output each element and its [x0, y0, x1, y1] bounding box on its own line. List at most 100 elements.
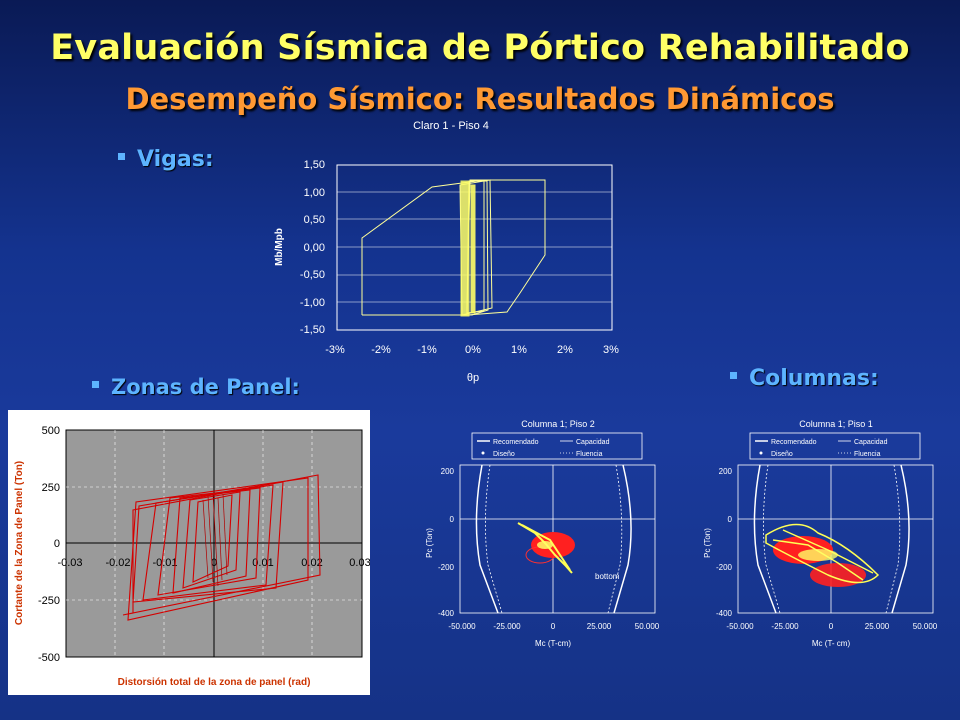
beam-ytick: 0,50 [304, 214, 325, 226]
slide-title: Evaluación Sísmica de Pórtico Rehabilita… [50, 28, 910, 68]
col2-legend-item: Recomendado [493, 439, 539, 446]
col2-xtick: 0 [551, 622, 556, 631]
col1-yticks: 200 0 -200 -400 [716, 467, 733, 618]
col1-legend-item: Capacidad [854, 439, 888, 446]
col1-ytick: -200 [716, 563, 733, 572]
col2-xtick: 25.000 [587, 622, 612, 631]
beam-ytick: -0,50 [300, 269, 325, 281]
panel-ylabel: Cortante de la Zona de Panel (Ton) [14, 461, 25, 625]
slide-subtitle: Desempeño Sísmico: Resultados Dinámicos [125, 82, 835, 116]
panel-ytick: 250 [42, 482, 60, 494]
panel-xtick: -0.02 [105, 557, 130, 569]
bullet-vigas-label: Vigas: [137, 147, 214, 172]
panel-yticks: 500 250 0 -250 -500 [38, 425, 60, 664]
panel-ytick: 0 [54, 538, 60, 550]
beam-ytick: -1,00 [300, 297, 325, 309]
col1-xtick: 50.000 [913, 622, 938, 631]
beam-xtick: -2% [371, 344, 391, 356]
panel-xtick: -0.01 [152, 557, 177, 569]
beam-ytick: 0,00 [304, 242, 325, 254]
col1-xtick: -50.000 [726, 622, 754, 631]
bullet-zonas: Zonas de Panel: [92, 375, 300, 399]
col1-xtick: -25.000 [771, 622, 799, 631]
beam-xlabel: θp [467, 372, 479, 384]
beam-xtick: -1% [417, 344, 437, 356]
col2-legend-item: Capacidad [576, 439, 610, 446]
col2-xtick: -50.000 [448, 622, 476, 631]
col2-xtick: -25.000 [493, 622, 521, 631]
beam-hysteresis-core [460, 180, 476, 317]
col1-xtick: 25.000 [865, 622, 890, 631]
bullet-square-icon [92, 380, 99, 388]
beam-ylabel: Mb/Mpb [274, 228, 285, 266]
col1-xticks: -50.000 -25.000 0 25.000 50.000 [726, 622, 937, 631]
col2-plot-frame [459, 464, 656, 614]
col2-annotation: bottom [595, 572, 620, 581]
col1-xlabel: Mc (T- cm) [812, 639, 851, 648]
beam-xtick: 3% [603, 344, 619, 356]
col2-xlabel: Mc (T-cm) [535, 639, 571, 648]
panel-ytick: -500 [38, 652, 60, 664]
column-piso1-chart: Columna 1; Piso 1 Recomendado Capacidad … [703, 419, 938, 648]
beam-xtick: -3% [325, 344, 345, 356]
col1-ylabel: Pc (Ton) [703, 528, 712, 558]
bullet-square-icon [730, 371, 737, 379]
col2-yticks: 200 0 -200 -400 [438, 467, 455, 618]
panel-xtick: 0.02 [301, 557, 322, 569]
bullet-square-icon [118, 152, 125, 160]
panel-hysteresis-core [202, 493, 228, 587]
beam-xtick: 2% [557, 344, 573, 356]
col1-title: Columna 1; Piso 1 [799, 419, 873, 429]
panel-xtick: 0.03 [349, 557, 370, 569]
col2-xticks: -50.000 -25.000 0 25.000 50.000 [448, 622, 659, 631]
col2-xtick: 50.000 [635, 622, 660, 631]
panel-ytick: -250 [38, 595, 60, 607]
panel-ytick: 500 [42, 425, 60, 437]
col2-ytick: 200 [441, 467, 455, 476]
panel-xlabel: Distorsión total de la zona de panel (ra… [118, 677, 311, 688]
beam-hysteresis-chart: Claro 1 - Piso 4 1,50 1,00 0,50 0,00 -0,… [274, 120, 619, 384]
beam-plot-frame [336, 164, 613, 331]
col1-legend-box [749, 432, 921, 460]
beam-xticks: -3% -2% -1% 0% 1% 2% 3% [325, 344, 619, 356]
col2-ylabel: Pc (Ton) [425, 528, 434, 558]
column-piso2-chart: Columna 1; Piso 2 Recomendado Capacidad … [425, 419, 660, 648]
col1-legend: Recomendado Capacidad Diseño Fluencia [755, 439, 888, 458]
col1-legend-item: Recomendado [771, 439, 817, 446]
panel-xtick: -0.03 [57, 557, 82, 569]
col1-interaction-curves [753, 464, 910, 614]
bullet-vigas: Vigas: [118, 147, 214, 172]
panel-hysteresis-loops [122, 474, 321, 621]
beam-ytick: 1,50 [304, 159, 325, 171]
legend-swatch-diseno [759, 451, 763, 455]
col1-ytick: -400 [716, 609, 733, 618]
col1-legend-item: Fluencia [854, 451, 881, 458]
beam-xtick: 1% [511, 344, 527, 356]
col2-ytick: -400 [438, 609, 455, 618]
col1-ytick: 200 [719, 467, 733, 476]
col2-legend-item: Diseño [493, 451, 515, 458]
beam-ytick: 1,00 [304, 187, 325, 199]
col1-xtick: 0 [829, 622, 834, 631]
col2-ytick: -200 [438, 563, 455, 572]
col2-title: Columna 1; Piso 2 [521, 419, 595, 429]
beam-ytick: -1,50 [300, 324, 325, 336]
col2-legend: Recomendado Capacidad Diseño Fluencia [477, 439, 610, 458]
bullet-columnas-label: Columnas: [749, 366, 879, 391]
col2-ytick: 0 [450, 515, 455, 524]
bullet-zonas-label: Zonas de Panel: [111, 375, 300, 399]
col1-demand-cloud [765, 523, 880, 587]
col2-interaction-curves [475, 464, 632, 614]
col1-plot-frame [737, 464, 934, 614]
legend-swatch-diseno [481, 451, 485, 455]
beam-hysteresis-loops [361, 179, 546, 316]
col2-legend-item: Fluencia [576, 451, 603, 458]
panel-xtick: 0 [211, 557, 217, 569]
beam-yticks: 1,50 1,00 0,50 0,00 -0,50 -1,00 -1,50 [300, 159, 325, 336]
panel-zone-chart: 500 250 0 -250 -500 -0.03 -0.02 -0.01 0 … [14, 425, 370, 688]
beam-xtick: 0% [465, 344, 481, 356]
col2-demand-cloud [517, 522, 575, 574]
bullet-columnas: Columnas: [730, 366, 879, 391]
col1-legend-item: Diseño [771, 451, 793, 458]
col2-legend-box [471, 432, 643, 460]
